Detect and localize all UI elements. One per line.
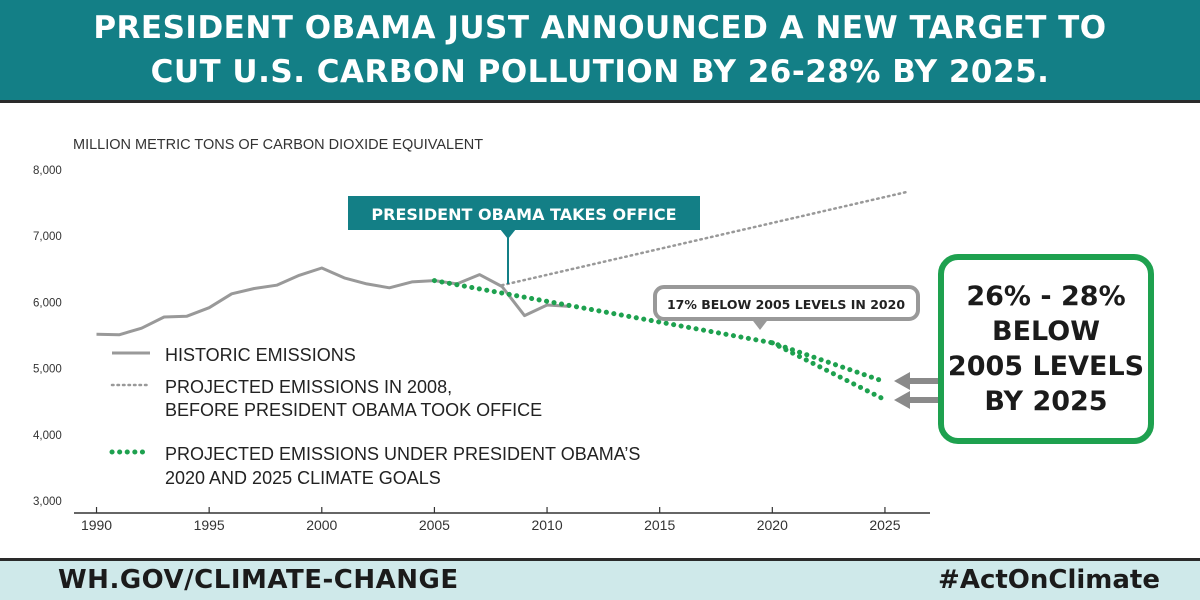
goal-arrow-lower-head [894,391,910,409]
footer-url[interactable]: WH.GOV/CLIMATE-CHANGE [58,565,459,595]
y-tick-label: 3,000 [33,496,62,508]
legend-label-historic: HISTORIC EMISSIONS [165,345,356,365]
x-tick-label: 2015 [644,517,675,533]
target-2020-annotation-pointer [750,317,770,330]
y-tick-label: 4,000 [33,430,62,442]
y-tick-label: 8,000 [33,165,62,177]
target-2020-annotation-box [653,285,920,321]
series-goal-28-line [769,340,888,403]
office-annotation-label: PRESIDENT OBAMA TAKES OFFICE [371,205,676,224]
y-tick-label: 5,000 [33,364,62,376]
legend-label-projected-2008-line-1: PROJECTED EMISSIONS IN 2008, [165,377,452,397]
series-projected-2008-line [500,190,909,287]
x-tick-label: 2005 [419,517,450,533]
legend: HISTORIC EMISSIONS PROJECTED EMISSIONS I… [109,345,640,488]
headline-line-2: CUT U.S. CARBON POLLUTION BY 26-28% BY 2… [150,54,1050,90]
headline-line-1: PRESIDENT OBAMA JUST ANNOUNCED A NEW TAR… [93,10,1107,46]
headline-banner: PRESIDENT OBAMA JUST ANNOUNCED A NEW TAR… [0,0,1200,100]
x-tick-label: 2010 [531,517,562,533]
y-axis-title: MILLION METRIC TONS OF CARBON DIOXIDE EQ… [73,137,483,153]
top-divider [0,100,1200,103]
bottom-divider [0,558,1200,561]
y-axis: 3,000 4,000 5,000 6,000 7,000 8,000 [33,165,62,508]
goal-arrow-upper-head [894,372,910,390]
legend-label-goals-line-1: PROJECTED EMISSIONS UNDER PRESIDENT OBAM… [165,444,640,464]
x-axis: 1990 1995 2000 2005 2010 2015 2020 2025 [74,507,930,533]
emissions-chart: MILLION METRIC TONS OF CARBON DIOXIDE EQ… [33,137,942,533]
x-tick-label: 1995 [194,517,225,533]
goal-callout-line-1: 26% - 28% [966,281,1126,312]
goal-callout-line-4: BY 2025 [984,386,1108,417]
goal-callout-line-2: BELOW [992,316,1100,347]
goal-arrows [894,372,942,409]
x-tick-label: 2025 [869,517,900,533]
goal-callout-line-3: 2005 LEVELS [947,351,1145,382]
office-annotation: PRESIDENT OBAMA TAKES OFFICE [348,196,700,284]
series-layer [96,190,909,403]
goal-callout-box: 26% - 28% BELOW 2005 LEVELS BY 2025 [938,254,1154,444]
footer-bar: WH.GOV/CLIMATE-CHANGE #ActOnClimate [0,561,1200,600]
y-tick-label: 6,000 [33,297,62,309]
legend-label-goals-line-2: 2020 AND 2025 CLIMATE GOALS [165,468,441,488]
y-tick-label: 7,000 [33,231,62,243]
x-tick-label: 2020 [757,517,788,533]
target-2020-annotation-label: 17% BELOW 2005 LEVELS IN 2020 [667,297,905,312]
series-historic-line [96,266,570,337]
office-annotation-box [348,196,700,230]
office-annotation-pointer [500,229,516,239]
legend-label-projected-2008-line-2: BEFORE PRESIDENT OBAMA TOOK OFFICE [165,400,542,420]
x-tick-label: 2000 [306,517,337,533]
x-tick-label: 1990 [81,517,112,533]
footer-hashtag[interactable]: #ActOnClimate [938,565,1160,595]
target-2020-annotation: 17% BELOW 2005 LEVELS IN 2020 [653,285,920,330]
